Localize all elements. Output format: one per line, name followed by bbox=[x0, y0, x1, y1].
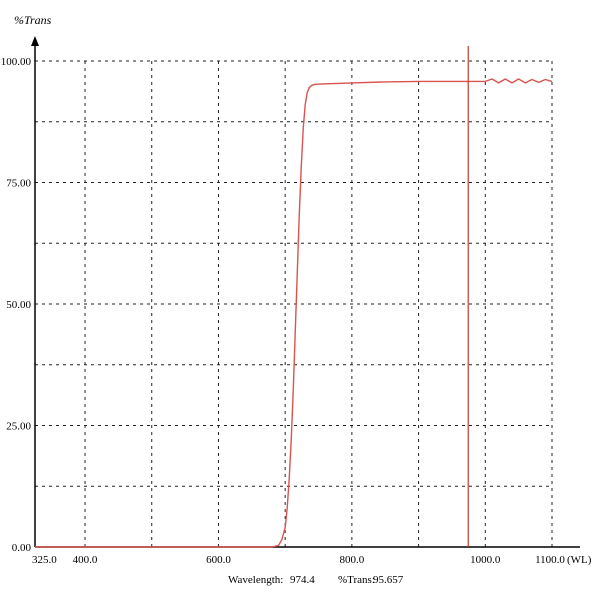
series bbox=[35, 78, 553, 548]
y-tick-label: 0.00 bbox=[12, 542, 32, 554]
x-tick-label: 600.0 bbox=[206, 554, 231, 566]
x-tick-label: 1100.0 bbox=[535, 554, 565, 566]
x-axis-title: (WL) bbox=[567, 554, 592, 566]
trans-label: %Trans: bbox=[338, 574, 375, 586]
series-line bbox=[35, 78, 553, 548]
y-tick-label: 50.00 bbox=[6, 299, 31, 311]
readout: Wavelength: 974.4 %Trans: 95.657 bbox=[228, 574, 404, 586]
x-tick-label: 800.0 bbox=[339, 554, 364, 566]
x-tick-label: 1000.0 bbox=[470, 554, 501, 566]
x-tick-label: 325.0 bbox=[32, 554, 57, 566]
y-axis-title: %Trans bbox=[14, 13, 52, 27]
y-tick-label: 75.00 bbox=[6, 178, 31, 190]
y-tick-label: 100.00 bbox=[1, 56, 32, 68]
grid bbox=[35, 60, 553, 547]
trans-value: 95.657 bbox=[373, 574, 404, 586]
y-axis-arrow-icon bbox=[31, 36, 39, 46]
wavelength-label: Wavelength: bbox=[228, 574, 283, 586]
y-tick-label: 25.00 bbox=[6, 421, 31, 433]
axes: %Trans (WL) bbox=[14, 13, 592, 566]
x-tick-label: 400.0 bbox=[73, 554, 98, 566]
wavelength-value: 974.4 bbox=[290, 574, 315, 586]
tick-labels: 0.00 25.00 50.00 75.00 100.00 325.0 400.0 600.0… bbox=[1, 56, 566, 566]
